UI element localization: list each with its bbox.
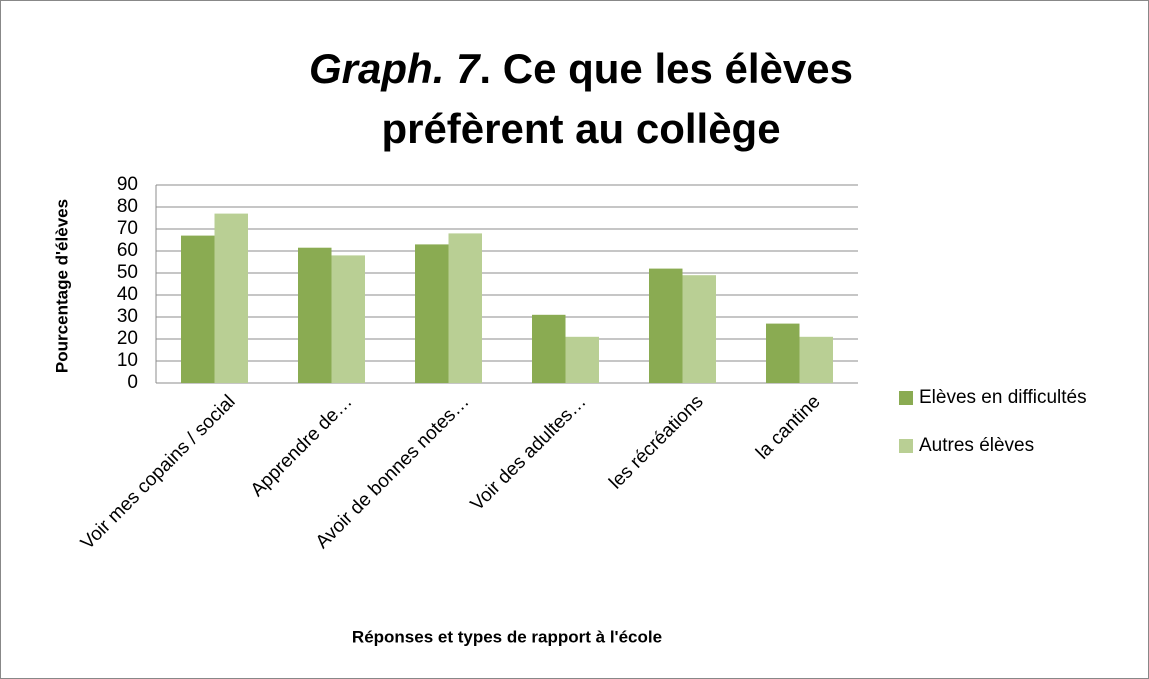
y-tick-label: 20 — [117, 328, 138, 349]
y-tick-label: 60 — [117, 240, 138, 261]
bar — [415, 244, 449, 383]
bar — [298, 247, 332, 383]
bar — [331, 255, 365, 383]
title-part: Graph. 7 — [309, 45, 480, 92]
bar — [682, 275, 716, 383]
bar — [448, 233, 482, 383]
y-tick-label: 90 — [117, 174, 138, 195]
x-tick-label: Voir des adultes… — [467, 391, 591, 515]
x-tick-label: la cantine — [752, 391, 824, 463]
legend-swatch — [899, 391, 913, 405]
bar — [565, 336, 599, 383]
y-tick-label: 10 — [117, 350, 138, 371]
y-tick-label: 70 — [117, 218, 138, 239]
legend-label: Elèves en difficultés — [919, 387, 1087, 408]
y-tick-label: 40 — [117, 284, 138, 305]
y-tick-label: 30 — [117, 306, 138, 327]
x-axis-label: Réponses et types de rapport à l'école — [352, 627, 662, 646]
legend-label: Autres élèves — [919, 435, 1034, 456]
y-tick-label: 50 — [117, 262, 138, 283]
bar — [532, 314, 566, 383]
x-tick-label: les récréations — [605, 391, 707, 493]
bar — [649, 268, 683, 383]
x-tick-label: Voir mes copains / social — [77, 391, 240, 554]
bar — [181, 235, 215, 383]
title-part: . Ce que les élèves préfèrent au collège — [381, 45, 853, 152]
bar — [799, 336, 833, 383]
x-tick-label: Apprendre de… — [247, 391, 357, 501]
chart-title: Graph. 7. Ce que les élèves préfèrent au… — [251, 39, 911, 159]
bar — [214, 213, 248, 383]
y-axis-label: Pourcentage d'élèves — [52, 199, 71, 373]
y-tick-label: 0 — [127, 372, 138, 393]
bar — [766, 323, 800, 383]
legend-swatch — [899, 439, 913, 453]
y-tick-label: 80 — [117, 196, 138, 217]
